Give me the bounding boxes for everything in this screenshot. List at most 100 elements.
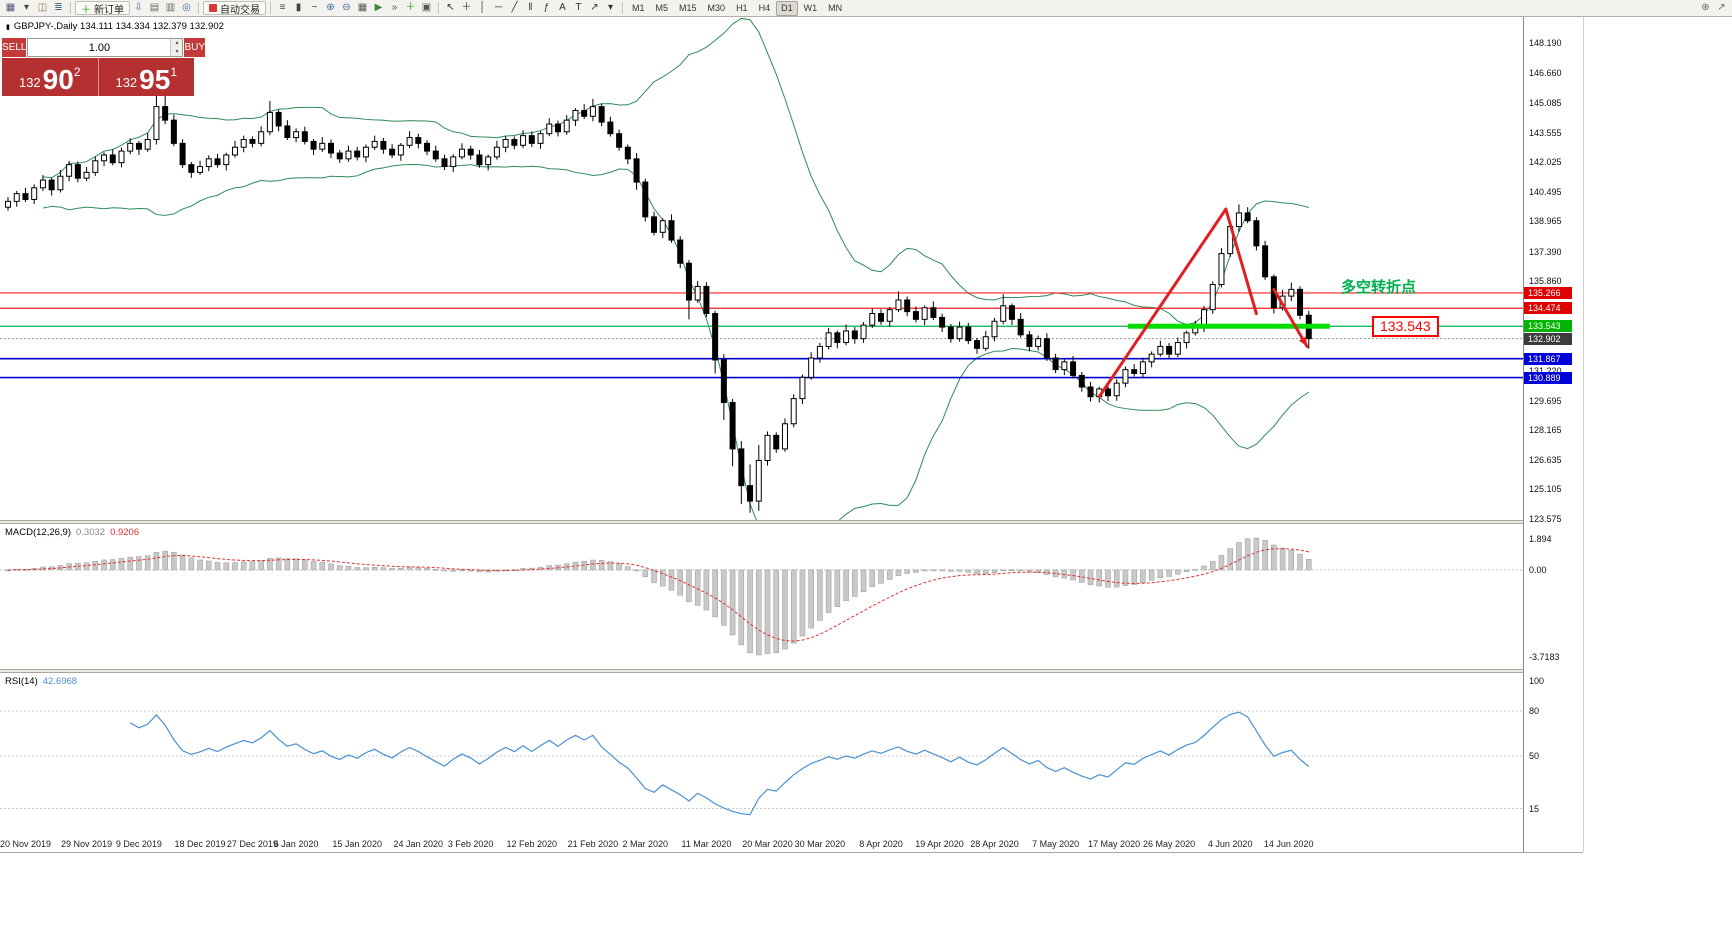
macd-panel-canvas[interactable]: [0, 524, 1565, 669]
timeframe-m30[interactable]: M30: [707, 2, 726, 13]
candle-body: [1174, 342, 1181, 355]
candle-body: [170, 119, 177, 144]
lot-increase-button[interactable]: ▴: [171, 39, 183, 48]
candle-body: [284, 125, 291, 139]
info-icon[interactable]: ◎: [182, 2, 191, 13]
sell-button[interactable]: SELL: [2, 38, 27, 57]
zoom-tool-icon[interactable]: ⊕: [1701, 2, 1710, 13]
shapes-dropdown-icon[interactable]: ▾: [607, 2, 614, 13]
candle-body: [336, 152, 343, 160]
candle-body: [1139, 361, 1146, 374]
macd-histogram-bar: [974, 569, 980, 574]
candle-body: [1166, 345, 1173, 355]
bars-chart-icon[interactable]: ≡: [279, 2, 286, 13]
trendline-icon[interactable]: ╱: [511, 2, 518, 13]
buy-price-display[interactable]: 132 95 1: [98, 58, 194, 96]
macd-histogram-bar: [1087, 569, 1094, 586]
annotation-0: 多空转折点: [1341, 279, 1417, 296]
autoscroll-icon[interactable]: ▶: [374, 2, 383, 13]
quotes-icon[interactable]: ⇩: [134, 2, 143, 13]
pan-tool-icon[interactable]: ↗: [1717, 2, 1726, 13]
terminal-icon[interactable]: ▥: [165, 2, 176, 13]
chart-shift-icon[interactable]: »: [391, 2, 398, 13]
candle-body: [816, 345, 823, 359]
sell-price-display[interactable]: 132 90 2: [2, 58, 99, 96]
macd-histogram-bar: [197, 559, 203, 571]
chart-window-border: [0, 852, 1583, 853]
profiles-icon[interactable]: ◫: [37, 2, 48, 13]
candle-body: [502, 138, 509, 148]
candles-chart-icon[interactable]: ▮: [295, 2, 302, 13]
macd-histogram-bar: [869, 569, 876, 587]
timeframe-d1[interactable]: D1: [776, 0, 798, 16]
price-badge: 134.474: [1524, 302, 1572, 315]
candle-body: [1131, 369, 1138, 374]
price-axis-label: 148.190: [1529, 38, 1562, 48]
lot-size-input[interactable]: [28, 39, 171, 56]
lot-decrease-button[interactable]: ▾: [171, 47, 183, 56]
candle-body: [354, 150, 361, 158]
candle-body: [48, 179, 55, 191]
add-indicator-icon[interactable]: ＋: [405, 2, 416, 13]
timeframe-m5[interactable]: M5: [655, 2, 669, 13]
price-axis-label: 138.965: [1529, 216, 1562, 227]
new-order-button[interactable]: ＋ 新订单: [75, 1, 130, 16]
price-axis-label: 131.220: [1529, 366, 1562, 376]
panel-splitter[interactable]: [0, 520, 1583, 524]
channel-icon[interactable]: ‖: [528, 2, 533, 13]
price-chart-canvas[interactable]: [0, 17, 1565, 520]
price-axis: 148.190 146.660 145.085 143.555 142.025 140.4…: [1523, 17, 1584, 852]
crosshair-icon[interactable]: ＋: [461, 2, 472, 13]
line-chart-icon[interactable]: ~: [311, 2, 318, 13]
new-chart-icon[interactable]: ▦: [5, 2, 16, 13]
candle-body: [598, 106, 605, 123]
toolbar-chart-group: ≡ ▮ ~ ⊕ ⊖ ▦ ▶ » ＋ ▣: [275, 1, 434, 15]
label-icon[interactable]: T: [575, 2, 582, 13]
candle-body: [685, 262, 692, 301]
macd-histogram-bar: [817, 569, 823, 621]
panel-splitter[interactable]: [0, 669, 1583, 673]
timeframe-m15[interactable]: M15: [679, 2, 697, 13]
macd-histogram-bar: [1262, 540, 1268, 571]
macd-histogram-bar: [380, 567, 387, 571]
macd-histogram-bar: [1279, 547, 1286, 571]
fibonacci-icon[interactable]: ƒ: [543, 2, 550, 13]
timeframe-m1[interactable]: M1: [632, 2, 645, 13]
zoom-in-icon[interactable]: ⊕: [326, 2, 335, 13]
buy-button[interactable]: BUY: [184, 38, 206, 57]
horizontal-line-icon[interactable]: ─: [494, 2, 503, 13]
vertical-line-icon[interactable]: │: [479, 2, 486, 13]
market-watch-icon[interactable]: ≣: [54, 2, 63, 13]
macd-histogram-bar: [1105, 569, 1111, 588]
arrow-tool-icon[interactable]: ↗: [590, 2, 599, 13]
candle-body: [974, 340, 981, 349]
macd-histogram-bar: [101, 559, 107, 571]
history-center-icon[interactable]: ▤: [149, 2, 160, 13]
date-axis-label: 6 Jan 2020: [273, 839, 319, 849]
chart-dropdown-icon[interactable]: ▾: [23, 2, 30, 13]
candle-body: [328, 142, 335, 154]
candle-body: [266, 111, 273, 133]
templates-icon[interactable]: ▣: [421, 2, 432, 13]
timeframe-mn[interactable]: MN: [828, 2, 843, 13]
timeframe-w1[interactable]: W1: [803, 2, 818, 13]
tile-windows-icon[interactable]: ▦: [357, 2, 368, 13]
candle-body: [808, 357, 815, 378]
rsi-panel-canvas[interactable]: [0, 673, 1565, 835]
autotrading-button[interactable]: 自动交易: [203, 1, 266, 16]
macd-histogram-bar: [878, 569, 884, 584]
cursor-icon[interactable]: ↖: [446, 2, 455, 13]
macd-histogram-bar: [939, 569, 945, 572]
date-axis-label: 19 Apr 2020: [915, 839, 964, 849]
timeframe-h4[interactable]: H4: [758, 2, 771, 13]
candle-body: [319, 142, 326, 150]
date-axis-label: 11 Mar 2020: [681, 839, 732, 849]
zoom-out-icon[interactable]: ⊖: [342, 2, 351, 13]
macd-histogram-bar: [747, 569, 753, 654]
date-axis-label: 17 May 2020: [1088, 839, 1141, 849]
support-zone-bar: [1128, 323, 1330, 329]
timeframe-h1[interactable]: H1: [736, 2, 748, 13]
candle-body: [781, 423, 788, 450]
candle-body: [162, 106, 169, 121]
text-icon[interactable]: A: [559, 2, 566, 13]
